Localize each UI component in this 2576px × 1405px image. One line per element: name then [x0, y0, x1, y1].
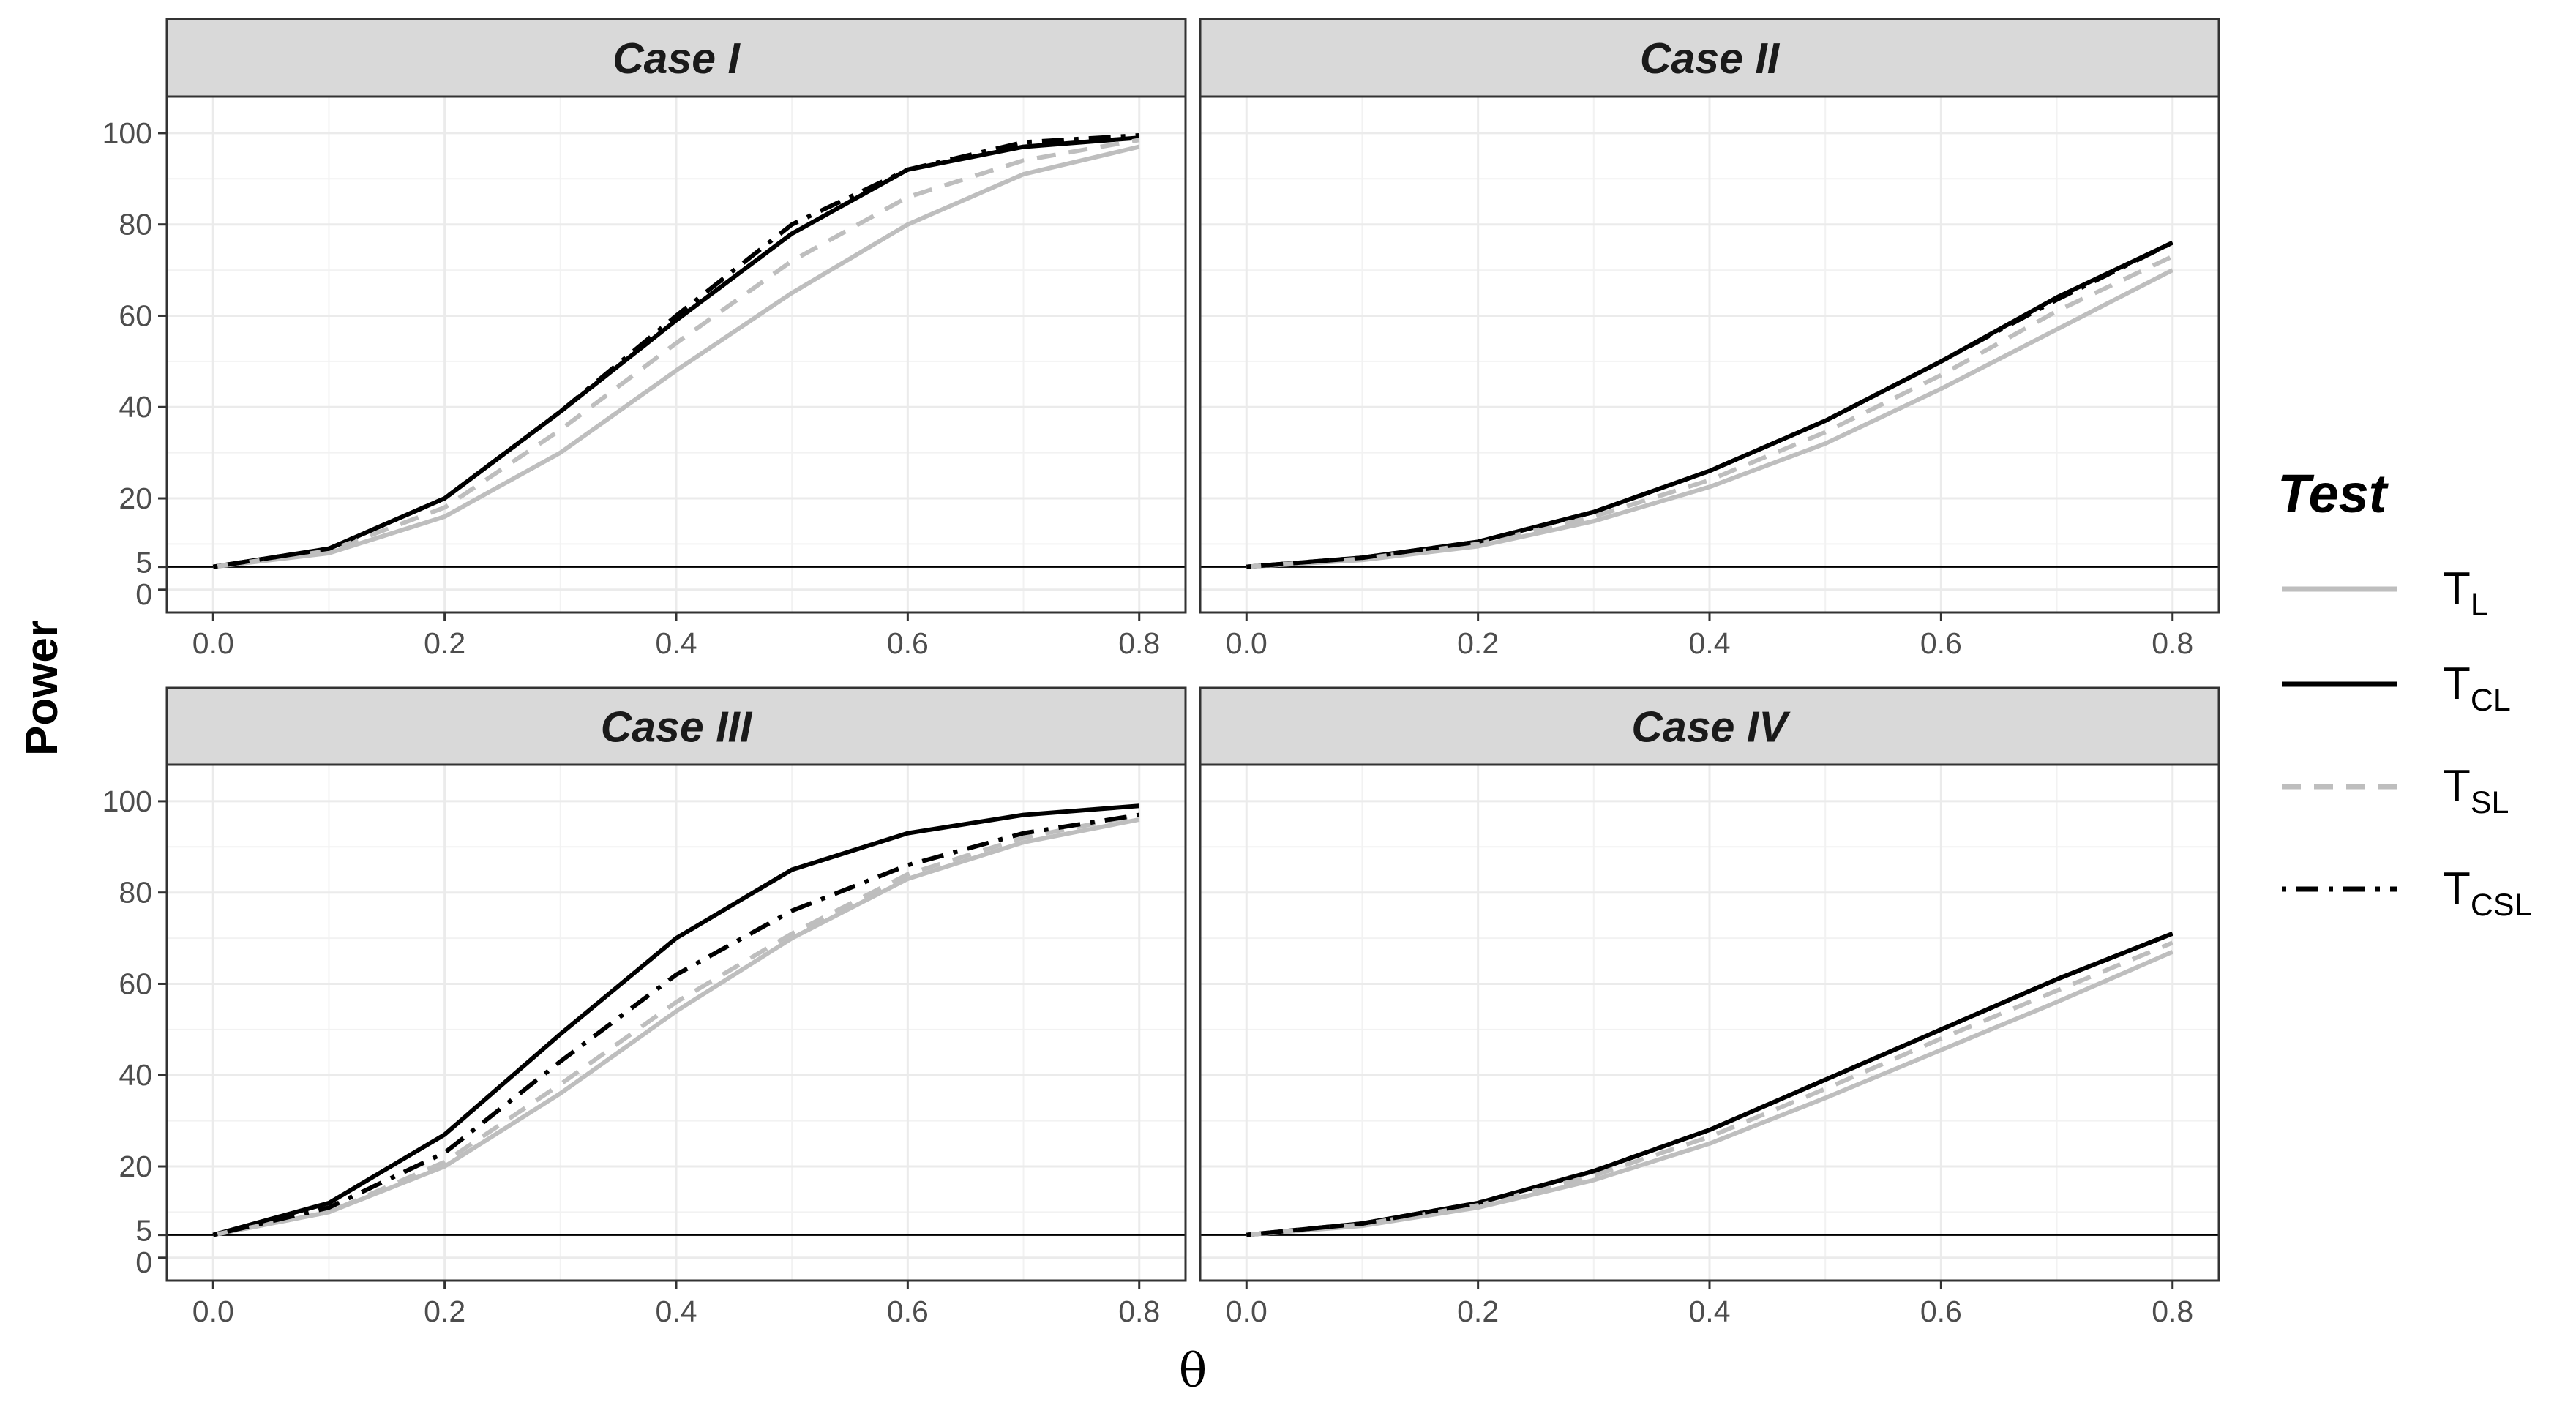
- y-tick-label: 80: [119, 208, 152, 241]
- x-tick-label: 0.2: [424, 1295, 465, 1328]
- y-tick-label: 100: [102, 784, 152, 818]
- legend-label: TSL: [2443, 761, 2509, 820]
- x-tick-label: 0.0: [1226, 1295, 1268, 1328]
- panel-title: Case II: [1640, 34, 1781, 83]
- legend-item: TSL: [2282, 761, 2509, 820]
- x-tick-label: 0.4: [656, 626, 697, 660]
- panel-case-iii: Case III 0.0 0.2 0.4 0.6 0.8 05 20 40 60 80 100: [102, 686, 1187, 1328]
- legend: Test TL TCL TSL TCSL: [2277, 463, 2532, 923]
- panel-title: Case I: [613, 34, 741, 83]
- panel-case-ii: Case II 0.0 0.2 0.4 0.6 0.8: [1199, 18, 2220, 660]
- y-axis-title: Power: [17, 620, 67, 756]
- x-tick-label: 0.0: [1226, 626, 1268, 660]
- panel-strip: [1199, 686, 2220, 766]
- legend-label: TL: [2443, 563, 2488, 623]
- x-tick-label: 0.4: [1689, 1295, 1731, 1328]
- series-line-t-l: [212, 817, 1140, 1237]
- legend-item: TCSL: [2282, 863, 2532, 923]
- series-line-t-sl: [1246, 940, 2174, 1237]
- legend-title: Test: [2277, 463, 2389, 524]
- y-tick-label: 5: [135, 1214, 152, 1248]
- y-tick-label: 40: [119, 390, 152, 424]
- x-tick-label: 0.2: [424, 626, 465, 660]
- x-tick-label: 0.4: [656, 1295, 697, 1328]
- series-line-t-l: [1246, 950, 2174, 1237]
- series-line-t-csl: [1246, 932, 2174, 1237]
- x-tick-label: 0.6: [887, 1295, 929, 1328]
- x-tick-label: 0.8: [2152, 1295, 2193, 1328]
- y-tick-label: 80: [119, 876, 152, 910]
- panel-title: Case IV: [1631, 703, 1791, 752]
- x-tick-label: 0.2: [1457, 626, 1499, 660]
- y-tick-label: 0: [135, 1245, 152, 1279]
- legend-label: TCL: [2443, 659, 2511, 718]
- series-line-t-sl: [1246, 254, 2174, 569]
- x-tick-label: 0.6: [1920, 626, 1962, 660]
- panel-strip: [165, 686, 1187, 766]
- x-axis-title: θ: [1179, 1344, 1208, 1398]
- series-line-t-l: [1246, 268, 2174, 569]
- legend-label: TCSL: [2443, 863, 2532, 923]
- y-tick-label: 20: [119, 1150, 152, 1183]
- y-tick-label: 0: [135, 577, 152, 611]
- series-line-t-sl: [212, 138, 1140, 569]
- panel-title: Case III: [601, 703, 753, 752]
- series-line-t-sl: [212, 812, 1140, 1237]
- x-tick-label: 0.0: [192, 626, 234, 660]
- x-tick-label: 0.4: [1689, 626, 1731, 660]
- legend-item: TCL: [2282, 659, 2511, 718]
- x-tick-label: 0.2: [1457, 1295, 1499, 1328]
- x-tick-label: 0.8: [2152, 626, 2193, 660]
- y-tick-label: 60: [119, 299, 152, 332]
- panel-strip: [165, 18, 1187, 98]
- panel-case-i: Case I 0.0 0.2 0.4 0.6 0.8 05 20 40 60 80 100: [102, 18, 1187, 660]
- x-tick-label: 0.6: [1920, 1295, 1962, 1328]
- x-tick-label: 0.8: [1118, 626, 1160, 660]
- y-tick-label: 60: [119, 967, 152, 1000]
- series-line-t-cl: [212, 803, 1139, 1237]
- series-line-t-l: [212, 144, 1140, 569]
- panel-case-iv: Case IV 0.0 0.2 0.4 0.6 0.8: [1199, 686, 2220, 1328]
- x-tick-label: 0.0: [192, 1295, 234, 1328]
- legend-item: TL: [2282, 563, 2488, 623]
- y-tick-label: 40: [119, 1058, 152, 1092]
- series-line-t-csl: [212, 812, 1140, 1237]
- x-tick-label: 0.6: [887, 626, 929, 660]
- series-line-t-csl: [1246, 240, 2174, 569]
- y-tick-label: 100: [102, 116, 152, 150]
- x-tick-label: 0.8: [1118, 1295, 1160, 1328]
- y-tick-label: 5: [135, 546, 152, 580]
- y-tick-label: 20: [119, 482, 152, 515]
- series-line-t-csl: [212, 133, 1139, 569]
